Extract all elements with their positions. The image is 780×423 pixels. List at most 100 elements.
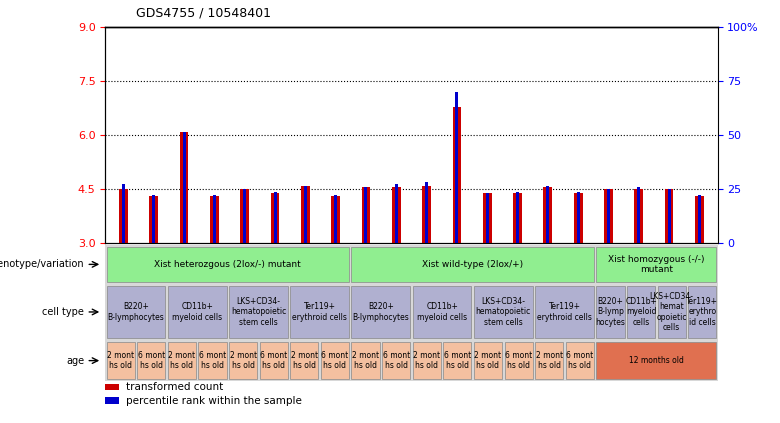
Bar	[105, 384, 119, 390]
Bar	[168, 286, 226, 338]
Bar	[107, 286, 165, 338]
Bar	[334, 195, 337, 243]
Bar	[352, 342, 380, 379]
Text: 2 mont
hs old: 2 mont hs old	[413, 351, 441, 370]
Bar	[486, 193, 489, 243]
Text: LKS+CD34-
hemat
opoietic
cells: LKS+CD34- hemat opoietic cells	[650, 292, 693, 332]
Bar	[688, 286, 716, 338]
Text: Xist homozygous (-/-)
mutant: Xist homozygous (-/-) mutant	[608, 255, 704, 274]
Bar	[604, 190, 613, 243]
Bar	[271, 193, 279, 243]
Bar	[597, 342, 716, 379]
Text: 6 mont
hs old: 6 mont hs old	[444, 351, 471, 370]
Bar	[695, 197, 704, 243]
Bar	[483, 193, 491, 243]
Bar	[243, 190, 246, 243]
Bar	[260, 342, 288, 379]
Bar	[304, 186, 307, 243]
Bar	[637, 187, 640, 243]
Bar	[107, 247, 349, 282]
Text: LKS+CD34-
hematopoietic
stem cells: LKS+CD34- hematopoietic stem cells	[231, 297, 286, 327]
Bar	[452, 107, 461, 243]
Text: 12 months old: 12 months old	[629, 356, 684, 365]
Text: 6 mont
hs old: 6 mont hs old	[260, 351, 287, 370]
Text: 6 mont
hs old: 6 mont hs old	[505, 351, 532, 370]
Bar	[607, 190, 610, 243]
Text: 2 mont
hs old: 2 mont hs old	[352, 351, 379, 370]
Bar	[574, 193, 583, 243]
Bar	[229, 286, 288, 338]
Bar	[413, 286, 471, 338]
Bar	[119, 190, 128, 243]
Text: 6 mont
hs old: 6 mont hs old	[382, 351, 410, 370]
Bar	[332, 197, 340, 243]
Bar	[229, 342, 257, 379]
Bar	[274, 192, 277, 243]
Text: B220+
B-lymphocytes: B220+ B-lymphocytes	[108, 302, 165, 321]
Text: GDS4755 / 10548401: GDS4755 / 10548401	[136, 6, 271, 19]
Text: 6 mont
hs old: 6 mont hs old	[199, 351, 226, 370]
Text: LKS+CD34-
hematopoietic
stem cells: LKS+CD34- hematopoietic stem cells	[476, 297, 531, 327]
Bar	[382, 342, 410, 379]
Bar	[698, 195, 701, 243]
Bar	[122, 184, 125, 243]
Bar	[665, 190, 673, 243]
Text: 6 mont
hs old: 6 mont hs old	[321, 351, 349, 370]
Bar	[516, 192, 519, 243]
Bar	[425, 182, 428, 243]
Bar	[535, 342, 563, 379]
Bar	[150, 197, 158, 243]
Text: Xist heterozgous (2lox/-) mutant: Xist heterozgous (2lox/-) mutant	[154, 260, 301, 269]
Text: CD11b+
myeloid
cells: CD11b+ myeloid cells	[625, 297, 657, 327]
Bar	[105, 398, 119, 404]
Bar	[576, 192, 580, 243]
Bar	[505, 342, 533, 379]
Bar	[290, 342, 318, 379]
Bar	[456, 92, 459, 243]
Bar	[362, 187, 370, 243]
Text: 2 mont
hs old: 2 mont hs old	[536, 351, 563, 370]
Bar	[198, 342, 226, 379]
Text: 2 mont
hs old: 2 mont hs old	[229, 351, 257, 370]
Bar	[634, 190, 644, 243]
Bar	[597, 286, 625, 338]
Bar	[566, 342, 594, 379]
Bar	[183, 132, 186, 243]
Text: age: age	[66, 356, 84, 365]
Text: genotype/variation: genotype/variation	[0, 259, 84, 269]
Text: 6 mont
hs old: 6 mont hs old	[566, 351, 594, 370]
Bar	[597, 247, 716, 282]
Bar	[392, 187, 401, 243]
Text: percentile rank within the sample: percentile rank within the sample	[126, 396, 301, 406]
Bar	[290, 286, 349, 338]
Text: 2 mont
hs old: 2 mont hs old	[168, 351, 196, 370]
Text: 6 mont
hs old: 6 mont hs old	[137, 351, 165, 370]
Bar	[352, 247, 594, 282]
Bar	[658, 286, 686, 338]
Bar	[240, 190, 249, 243]
Bar	[168, 342, 196, 379]
Bar	[627, 286, 655, 338]
Text: transformed count: transformed count	[126, 382, 223, 392]
Text: Ter119+
erythroid cells: Ter119+ erythroid cells	[292, 302, 347, 321]
Bar	[395, 184, 398, 243]
Bar	[301, 186, 310, 243]
Bar	[210, 197, 218, 243]
Bar	[544, 187, 552, 243]
Bar	[443, 342, 471, 379]
Text: B220+
B-lymphocytes: B220+ B-lymphocytes	[353, 302, 410, 321]
Text: Ter119+
erythro
id cells: Ter119+ erythro id cells	[686, 297, 718, 327]
Bar	[474, 342, 502, 379]
Bar	[137, 342, 165, 379]
Text: cell type: cell type	[42, 307, 84, 317]
Text: CD11b+
myeloid cells: CD11b+ myeloid cells	[172, 302, 222, 321]
Text: CD11b+
myeloid cells: CD11b+ myeloid cells	[417, 302, 467, 321]
Text: Ter119+
erythroid cells: Ter119+ erythroid cells	[537, 302, 592, 321]
Bar	[474, 286, 533, 338]
Bar	[535, 286, 594, 338]
Bar	[413, 342, 441, 379]
Bar	[152, 195, 155, 243]
Bar	[321, 342, 349, 379]
Text: 2 mont
hs old: 2 mont hs old	[107, 351, 134, 370]
Bar	[668, 190, 671, 243]
